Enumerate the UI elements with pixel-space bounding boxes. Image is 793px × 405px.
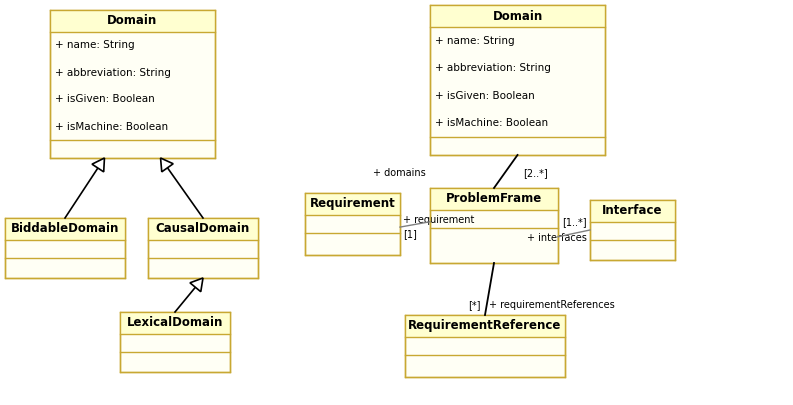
Text: + requirement: + requirement bbox=[403, 215, 474, 225]
Text: RequirementReference: RequirementReference bbox=[408, 320, 561, 333]
Text: CausalDomain: CausalDomain bbox=[156, 222, 250, 235]
Polygon shape bbox=[190, 278, 203, 292]
Text: + name: String: + name: String bbox=[55, 40, 135, 51]
Bar bbox=[405, 315, 565, 377]
Text: + abbreviation: String: + abbreviation: String bbox=[435, 63, 551, 73]
Text: + name: String: + name: String bbox=[435, 36, 515, 46]
Bar bbox=[50, 10, 215, 158]
Text: BiddableDomain: BiddableDomain bbox=[11, 222, 119, 235]
Text: + isGiven: Boolean: + isGiven: Boolean bbox=[55, 94, 155, 104]
Text: [1..*]: [1..*] bbox=[562, 217, 587, 227]
Bar bbox=[590, 200, 675, 260]
Text: Requirement: Requirement bbox=[309, 198, 396, 211]
Text: + requirementReferences: + requirementReferences bbox=[489, 300, 615, 310]
Polygon shape bbox=[160, 158, 173, 172]
Bar bbox=[430, 5, 605, 27]
Bar bbox=[305, 193, 400, 215]
Text: + abbreviation: String: + abbreviation: String bbox=[55, 68, 170, 77]
Text: + isGiven: Boolean: + isGiven: Boolean bbox=[435, 91, 534, 101]
Text: + isMachine: Boolean: + isMachine: Boolean bbox=[435, 118, 548, 128]
Bar bbox=[5, 218, 125, 278]
Bar bbox=[5, 218, 125, 240]
Bar bbox=[430, 188, 558, 210]
Text: + domains: + domains bbox=[374, 168, 426, 178]
Text: [2..*]: [2..*] bbox=[523, 168, 548, 178]
Text: Domain: Domain bbox=[107, 15, 158, 28]
Bar bbox=[50, 10, 215, 32]
Text: + interfaces: + interfaces bbox=[527, 233, 587, 243]
Bar bbox=[120, 312, 230, 372]
Polygon shape bbox=[92, 158, 105, 172]
Text: [*]: [*] bbox=[469, 300, 481, 310]
Bar bbox=[430, 5, 605, 155]
Text: Domain: Domain bbox=[492, 9, 542, 23]
Bar bbox=[148, 218, 258, 278]
Bar bbox=[430, 188, 558, 263]
Text: ProblemFrame: ProblemFrame bbox=[446, 192, 542, 205]
Text: + isMachine: Boolean: + isMachine: Boolean bbox=[55, 122, 168, 132]
Text: [1]: [1] bbox=[403, 229, 417, 239]
Bar bbox=[305, 193, 400, 255]
Bar bbox=[120, 312, 230, 334]
Bar bbox=[405, 315, 565, 337]
Bar bbox=[148, 218, 258, 240]
Text: Interface: Interface bbox=[602, 205, 663, 217]
Bar bbox=[590, 200, 675, 222]
Text: LexicalDomain: LexicalDomain bbox=[127, 316, 223, 330]
